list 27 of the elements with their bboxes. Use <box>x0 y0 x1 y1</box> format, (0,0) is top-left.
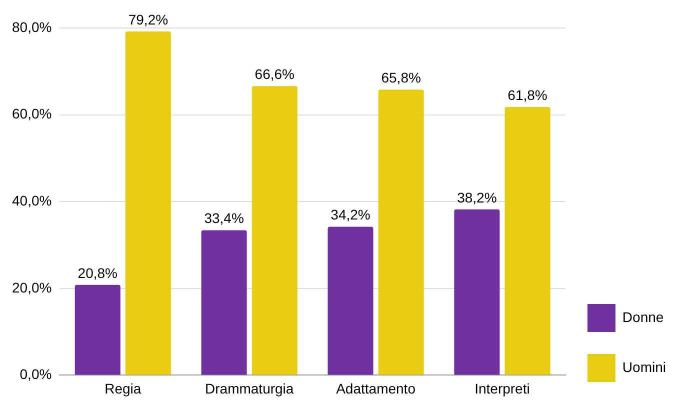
legend-label: Donne <box>622 308 664 325</box>
x-tick-label: Regia <box>104 380 142 396</box>
data-label: 61,8% <box>508 86 548 103</box>
x-tick-label: Interpreti <box>474 380 530 396</box>
bar <box>252 86 298 375</box>
data-label: 38,2% <box>457 189 497 206</box>
y-tick-label: 60,0% <box>12 106 52 122</box>
y-tick-label: 0,0% <box>20 366 52 382</box>
data-label: 65,8% <box>381 69 421 86</box>
data-label: 34,2% <box>330 206 370 223</box>
y-tick-label: 80,0% <box>12 18 52 35</box>
bar <box>201 230 247 375</box>
data-label: 33,4% <box>204 210 244 226</box>
x-tick-label: Drammaturgia <box>204 380 294 396</box>
bar <box>74 284 120 375</box>
data-label: 79,2% <box>128 11 168 28</box>
y-tick-label: 20,0% <box>12 279 52 296</box>
legend-label: Uomini <box>622 358 666 375</box>
data-label: 66,6% <box>254 66 294 82</box>
bar <box>328 226 374 375</box>
x-tick-label: Adattamento <box>336 380 416 396</box>
bar <box>378 90 424 375</box>
bar <box>125 31 171 375</box>
y-tick-label: 40,0% <box>12 192 52 208</box>
bar <box>504 106 550 375</box>
bar <box>454 209 500 375</box>
data-label: 20,8% <box>78 264 118 281</box>
